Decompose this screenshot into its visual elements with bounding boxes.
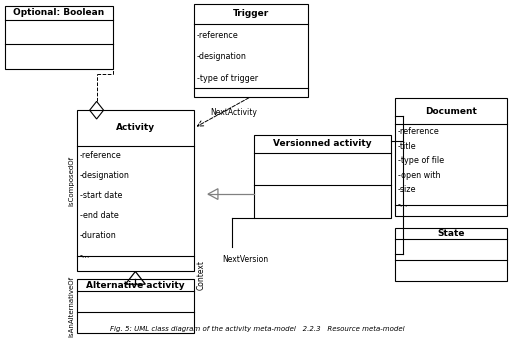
Text: NextActivity: NextActivity xyxy=(210,108,257,117)
Text: NextVersion: NextVersion xyxy=(223,255,269,264)
Bar xyxy=(77,279,194,333)
Text: -designation: -designation xyxy=(80,171,130,180)
Text: -size: -size xyxy=(398,185,417,194)
Text: Alternative activity: Alternative activity xyxy=(86,281,185,290)
Bar xyxy=(254,135,391,218)
Text: Optional: Boolean: Optional: Boolean xyxy=(13,8,105,17)
Text: -...: -... xyxy=(398,200,408,209)
Text: -type of file: -type of file xyxy=(398,156,444,165)
Text: Trigger: Trigger xyxy=(233,9,269,18)
Text: -duration: -duration xyxy=(80,231,116,240)
Text: Fig. 5: UML class diagram of the activity meta-model   2.2.3   Resource meta-mod: Fig. 5: UML class diagram of the activit… xyxy=(110,326,405,332)
Text: Document: Document xyxy=(425,107,477,116)
Text: Activity: Activity xyxy=(116,123,155,132)
Text: Context: Context xyxy=(197,260,206,290)
Text: -designation: -designation xyxy=(197,53,247,62)
Text: State: State xyxy=(438,229,465,238)
Text: -open with: -open with xyxy=(398,171,441,180)
Bar xyxy=(5,6,112,69)
Text: -reference: -reference xyxy=(398,127,440,136)
Text: IsComposedOf: IsComposedOf xyxy=(69,156,75,206)
Bar xyxy=(194,4,308,97)
Text: Versionned activity: Versionned activity xyxy=(273,139,372,148)
Text: -...: -... xyxy=(80,251,90,260)
Text: -reference: -reference xyxy=(80,151,122,160)
Bar xyxy=(395,227,507,281)
Text: -title: -title xyxy=(398,141,417,151)
Bar xyxy=(395,98,507,216)
Bar xyxy=(77,110,194,271)
Text: -end date: -end date xyxy=(80,211,119,220)
Text: IsAnAlternativeOf: IsAnAlternativeOf xyxy=(69,276,75,337)
Text: -type of trigger: -type of trigger xyxy=(197,74,258,84)
Text: -reference: -reference xyxy=(197,31,239,40)
Text: -start date: -start date xyxy=(80,191,122,200)
